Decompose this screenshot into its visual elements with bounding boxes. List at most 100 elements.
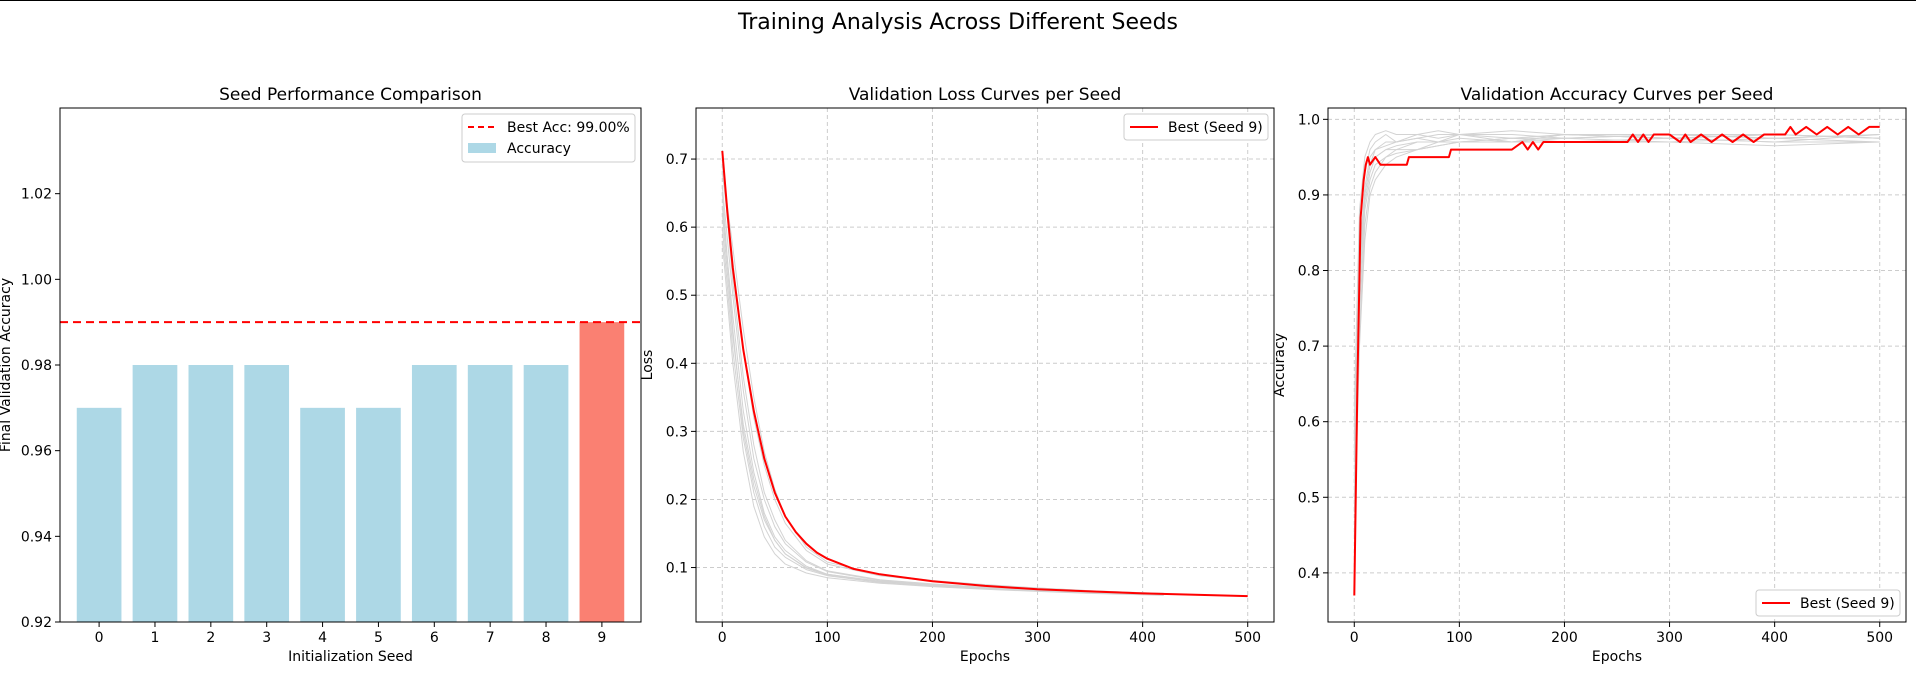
x-tick-label: 0: [718, 630, 727, 646]
panel1-ylabel: Final Validation Accuracy: [0, 278, 14, 452]
y-tick-label: 0.5: [1298, 490, 1320, 506]
best-seed-curve: [721, 150, 1248, 598]
panel1-title: Seed Performance Comparison: [219, 85, 482, 105]
y-tick-label: 0.7: [1298, 339, 1320, 355]
y-tick-label: 0.6: [1298, 415, 1320, 431]
figure-title: Training Analysis Across Different Seeds: [738, 10, 1178, 35]
bar: [244, 365, 290, 622]
y-tick-label: 0.4: [666, 356, 688, 372]
x-tick-label: 8: [542, 630, 551, 646]
x-tick-label: 300: [1024, 630, 1051, 646]
top-border: [0, 0, 1916, 1]
seed-curve: [721, 213, 1164, 596]
panel1-legend: Best Acc: 99.00% Accuracy: [461, 113, 636, 163]
axes-frame: [1327, 107, 1907, 623]
axes-frame: [59, 107, 642, 623]
y-tick-label: 0.7: [666, 152, 688, 168]
seed-curve: [721, 165, 1164, 594]
x-tick-label: 100: [1446, 630, 1473, 646]
y-tick-label: 0.2: [666, 492, 688, 508]
bar: [579, 322, 625, 622]
panel3-title: Validation Accuracy Curves per Seed: [1461, 85, 1774, 105]
panel2-title: Validation Loss Curves per Seed: [849, 85, 1122, 105]
best-seed-curve: [1353, 125, 1880, 596]
panel3-ylabel: Accuracy: [1272, 333, 1288, 397]
legend-bar-swatch: [468, 143, 496, 153]
seed-curve: [1353, 130, 1880, 407]
y-tick-label: 0.92: [21, 615, 52, 631]
x-tick-label: 200: [1551, 630, 1578, 646]
y-tick-label: 0.96: [21, 444, 52, 460]
panel3-marks: 0 100 200 300 400 500 0.4 0.5 0.6 0.7 0.8 0.9 1.0: [1298, 107, 1907, 646]
panel2-legend: Best (Seed 9): [1123, 113, 1269, 141]
bar: [356, 407, 401, 622]
seed-curve: [721, 193, 1164, 596]
x-tick-label: 500: [1234, 630, 1261, 646]
y-tick-label: 0.98: [21, 358, 52, 374]
bar: [467, 365, 513, 622]
panel1-xlabel: Initialization Seed: [288, 649, 413, 665]
y-tick-label: 0.9: [1298, 188, 1320, 204]
seed-curve: [721, 159, 1164, 595]
seed-curve: [721, 227, 1164, 596]
x-tick-label: 7: [486, 630, 495, 646]
bar: [76, 407, 122, 622]
bar: [411, 365, 457, 622]
panel3-legend: Best (Seed 9): [1755, 589, 1901, 617]
x-tick-label: 9: [597, 630, 606, 646]
y-tick-label: 0.1: [666, 561, 688, 577]
panel2-marks: 0 100 200 300 400 500 0.1 0.2 0.3 0.4 0.5 0.6 0.7: [666, 107, 1275, 646]
x-tick-label: 1: [151, 630, 160, 646]
legend-entry-best-seed: Best (Seed 9): [1168, 120, 1263, 136]
legend-box: [1123, 113, 1269, 141]
legend-box: [461, 113, 636, 163]
x-tick-label: 200: [919, 630, 946, 646]
panel1-marks: 0 1 2 3 4 5 6 7 8 9 0.92 0.94 0.96 0.98 1.00 1.02: [21, 107, 642, 646]
seed-curve: [721, 206, 1164, 595]
x-tick-label: 4: [318, 630, 327, 646]
x-tick-label: 6: [430, 630, 439, 646]
x-tick-label: 500: [1866, 630, 1893, 646]
x-tick-label: 2: [206, 630, 215, 646]
y-tick-label: 0.8: [1298, 264, 1320, 280]
bar: [300, 407, 345, 622]
seed-curve: [1353, 134, 1880, 452]
bar: [132, 365, 178, 622]
seed-curve: [721, 186, 1164, 595]
legend-entry-best-seed: Best (Seed 9): [1800, 596, 1895, 612]
x-tick-label: 300: [1656, 630, 1683, 646]
x-tick-label: 0: [1350, 630, 1359, 646]
seed-curve: [1353, 137, 1880, 483]
x-tick-label: 400: [1129, 630, 1156, 646]
legend-entry-best-acc: Best Acc: 99.00%: [507, 120, 630, 136]
y-tick-label: 0.94: [21, 529, 52, 545]
y-tick-label: 0.4: [1298, 566, 1320, 582]
seed-curve: [1353, 134, 1880, 422]
x-tick-label: 400: [1761, 630, 1788, 646]
panel3-xlabel: Epochs: [1592, 649, 1642, 665]
seed-curve: [1353, 137, 1880, 536]
x-tick-label: 3: [262, 630, 271, 646]
legend-entry-accuracy: Accuracy: [507, 141, 571, 157]
panel2-xlabel: Epochs: [960, 649, 1010, 665]
seed-curve: [1353, 130, 1880, 437]
y-tick-label: 1.02: [21, 187, 52, 203]
x-tick-label: 5: [374, 630, 383, 646]
y-tick-label: 0.6: [666, 220, 688, 236]
y-tick-label: 1.00: [21, 272, 52, 288]
seed-curve: [721, 240, 1164, 596]
y-tick-label: 0.3: [666, 424, 688, 440]
y-tick-label: 0.5: [666, 288, 688, 304]
axes-frame: [695, 107, 1275, 623]
panel2-ylabel: Loss: [640, 350, 656, 381]
legend-box: [1755, 589, 1901, 617]
bar: [188, 365, 234, 622]
x-tick-label: 0: [95, 630, 104, 646]
seed-curve: [1353, 137, 1880, 513]
bar: [523, 365, 569, 622]
seed-curve: [1353, 134, 1880, 498]
x-tick-label: 100: [814, 630, 841, 646]
seed-curve: [721, 172, 1164, 594]
seed-curve: [1353, 134, 1880, 460]
